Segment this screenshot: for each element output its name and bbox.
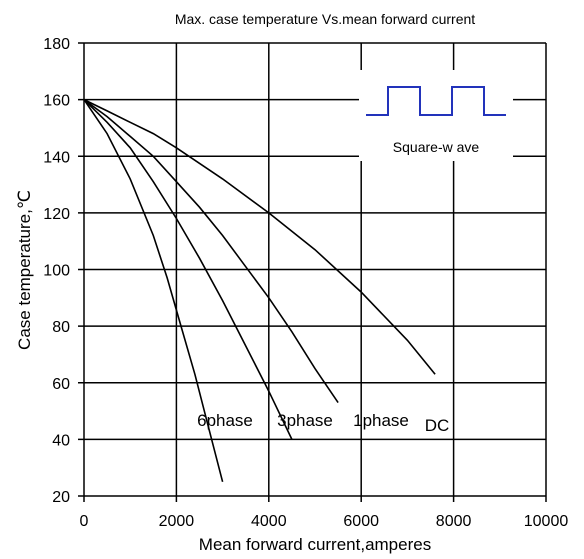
x-tick-labels: 0 2000 4000 6000 8000 10000 bbox=[80, 513, 569, 530]
square-wave-inset: Square-w ave bbox=[359, 70, 513, 161]
y-tick-label-6: 140 bbox=[43, 149, 70, 166]
x-tick-label-5: 10000 bbox=[524, 513, 569, 530]
y-tick-label-5: 120 bbox=[43, 206, 70, 223]
y-tick-labels: 20 40 60 80 100 120 140 160 180 bbox=[43, 36, 70, 506]
series-group bbox=[83, 98, 436, 483]
series-label-3phase: 3phase bbox=[277, 411, 333, 430]
series-line-dc bbox=[83, 98, 436, 375]
x-tick-label-2: 4000 bbox=[251, 513, 287, 530]
y-axis-label: Case temperature,℃ bbox=[15, 190, 34, 350]
chart-title: Max. case temperature Vs.mean forward cu… bbox=[175, 11, 475, 27]
y-tick-label-4: 100 bbox=[43, 263, 70, 280]
y-tick-label-7: 160 bbox=[43, 93, 70, 110]
series-line-3phase bbox=[83, 99, 293, 440]
x-tick-label-3: 6000 bbox=[343, 513, 379, 530]
y-tick-label-2: 60 bbox=[52, 376, 70, 393]
series-label-1phase: 1phase bbox=[353, 411, 409, 430]
series-label-6phase: 6phase bbox=[197, 411, 253, 430]
inset-label: Square-w ave bbox=[393, 139, 480, 155]
square-wave-icon bbox=[366, 86, 506, 116]
x-tick-label-1: 2000 bbox=[159, 513, 195, 530]
y-tick-label-3: 80 bbox=[52, 319, 70, 336]
x-axis-label: Mean forward current,amperes bbox=[199, 535, 431, 554]
y-tick-label-0: 20 bbox=[52, 489, 70, 506]
y-tick-label-8: 180 bbox=[43, 36, 70, 53]
series-label-dc: DC bbox=[425, 416, 450, 435]
x-tick-label-0: 0 bbox=[80, 513, 89, 530]
y-tick-label-1: 40 bbox=[52, 432, 70, 449]
series-line-6phase bbox=[83, 99, 224, 483]
series-labels: 6phase 3phase 1phase DC bbox=[197, 411, 449, 435]
x-tick-label-4: 8000 bbox=[436, 513, 472, 530]
series-line-1phase bbox=[83, 98, 339, 404]
